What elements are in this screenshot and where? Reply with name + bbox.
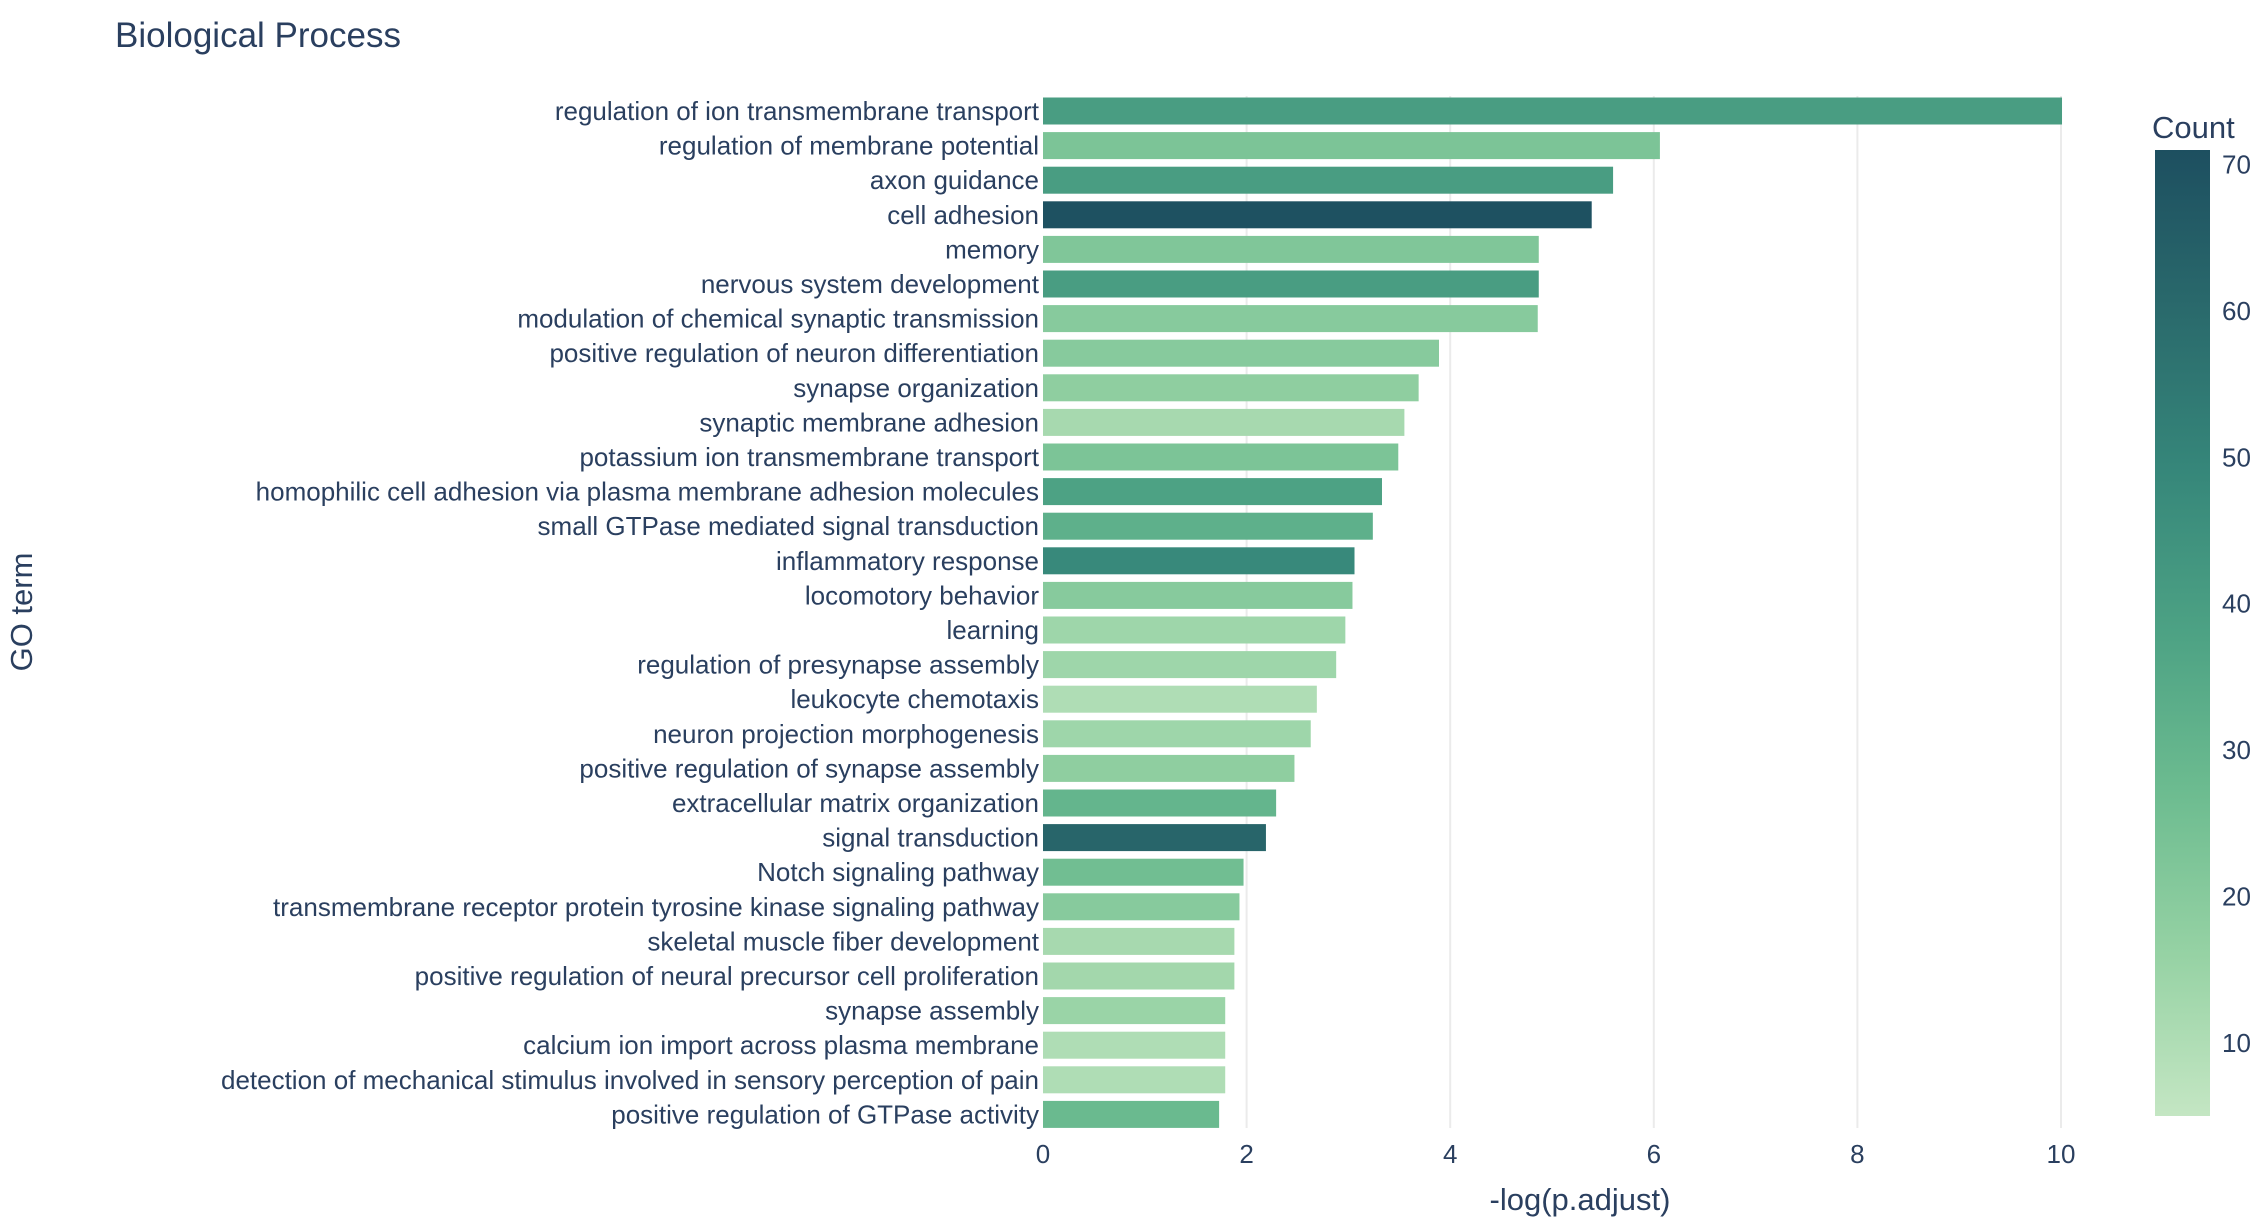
y-tick-label: detection of mechanical stimulus involve… — [221, 1065, 1039, 1095]
y-tick-label: cell adhesion — [887, 200, 1039, 230]
colorbar: Count 10 20 30 40 50 60 70 — [2152, 110, 2251, 1116]
y-tick-label: Notch signaling pathway — [757, 857, 1039, 887]
colorbar-tick-label: 30 — [2222, 735, 2251, 765]
bar — [1043, 616, 1346, 644]
x-tick-label: 0 — [1036, 1139, 1050, 1169]
y-tick-label: modulation of chemical synaptic transmis… — [517, 304, 1039, 334]
y-tick-label: signal transduction — [822, 823, 1039, 853]
bar — [1043, 132, 1660, 160]
bar — [1043, 858, 1244, 886]
bar — [1043, 443, 1399, 471]
bar — [1043, 651, 1337, 679]
bar — [1043, 720, 1311, 748]
x-axis-title: -log(p.adjust) — [1490, 1182, 1671, 1217]
colorbar-tick-labels: 10 20 30 40 50 60 70 — [2222, 150, 2251, 1058]
colorbar-tick-label: 20 — [2222, 881, 2251, 911]
bar — [1043, 339, 1440, 367]
y-tick-label: regulation of presynapse assembly — [637, 650, 1039, 680]
chart-title: Biological Process — [115, 16, 401, 55]
y-tick-label: calcium ion import across plasma membran… — [523, 1030, 1039, 1060]
bar — [1043, 1031, 1226, 1059]
y-tick-label: skeletal muscle fiber development — [647, 926, 1039, 956]
colorbar-tick-label: 60 — [2222, 296, 2251, 326]
bar — [1043, 824, 1266, 852]
y-tick-label: positive regulation of neural precursor … — [415, 961, 1039, 991]
bar — [1043, 754, 1295, 782]
bar — [1043, 408, 1405, 436]
y-tick-label: locomotory behavior — [805, 580, 1039, 610]
bar — [1043, 374, 1419, 402]
bar — [1043, 1100, 1220, 1128]
bar — [1043, 997, 1226, 1025]
colorbar-tick-label: 50 — [2222, 442, 2251, 472]
x-tick-label: 6 — [1647, 1139, 1661, 1169]
y-tick-label: positive regulation of GTPase activity — [611, 1099, 1039, 1129]
y-tick-label: synapse assembly — [825, 996, 1039, 1026]
y-tick-label: extracellular matrix organization — [672, 788, 1039, 818]
y-tick-label: axon guidance — [870, 165, 1039, 195]
bar — [1043, 1066, 1226, 1094]
y-tick-label: synapse organization — [793, 373, 1039, 403]
x-tick-label: 2 — [1239, 1139, 1253, 1169]
x-tick-label: 4 — [1443, 1139, 1457, 1169]
x-tick-label: 10 — [2047, 1139, 2076, 1169]
bar — [1043, 512, 1373, 540]
bar — [1043, 305, 1538, 333]
y-tick-label: synaptic membrane adhesion — [699, 407, 1039, 437]
bar — [1043, 893, 1240, 921]
y-tick-label: small GTPase mediated signal transductio… — [538, 511, 1039, 541]
bar — [1043, 166, 1614, 194]
bar — [1043, 201, 1592, 229]
y-tick-label: memory — [945, 234, 1039, 264]
bar — [1043, 581, 1353, 609]
y-tick-label: potassium ion transmembrane transport — [579, 442, 1039, 472]
y-tick-label: positive regulation of neuron differenti… — [549, 338, 1039, 368]
y-tick-label: positive regulation of synapse assembly — [579, 753, 1039, 783]
y-axis-title: GO term — [4, 553, 39, 672]
bar-layer — [1043, 97, 2063, 1128]
y-tick-label: transmembrane receptor protein tyrosine … — [273, 892, 1039, 922]
bar — [1043, 927, 1235, 955]
y-tick-label: inflammatory response — [776, 546, 1039, 576]
bar — [1043, 962, 1235, 990]
y-tick-label: learning — [946, 615, 1039, 645]
colorbar-tick-label: 40 — [2222, 589, 2251, 619]
colorbar-tick-label: 70 — [2222, 150, 2251, 180]
bar — [1043, 789, 1277, 817]
bar — [1043, 235, 1539, 263]
y-tick-label: regulation of ion transmembrane transpor… — [555, 96, 1040, 126]
y-tick-labels: regulation of ion transmembrane transpor… — [221, 96, 1040, 1129]
y-tick-label: neuron projection morphogenesis — [653, 719, 1039, 749]
colorbar-title: Count — [2152, 110, 2235, 145]
bar — [1043, 270, 1539, 298]
bar — [1043, 478, 1382, 506]
bar — [1043, 97, 2063, 125]
colorbar-gradient — [2155, 150, 2210, 1116]
colorbar-tick-label: 10 — [2222, 1028, 2251, 1058]
y-tick-label: leukocyte chemotaxis — [790, 684, 1039, 714]
x-tick-labels: 0 2 4 6 8 10 — [1036, 1139, 2076, 1169]
grid-layer — [1245, 96, 2062, 1128]
y-tick-label: regulation of membrane potential — [659, 131, 1039, 161]
bar — [1043, 547, 1355, 575]
y-tick-label: homophilic cell adhesion via plasma memb… — [256, 477, 1039, 507]
y-tick-label: nervous system development — [701, 269, 1040, 299]
x-tick-label: 8 — [1850, 1139, 1864, 1169]
bar — [1043, 685, 1317, 713]
